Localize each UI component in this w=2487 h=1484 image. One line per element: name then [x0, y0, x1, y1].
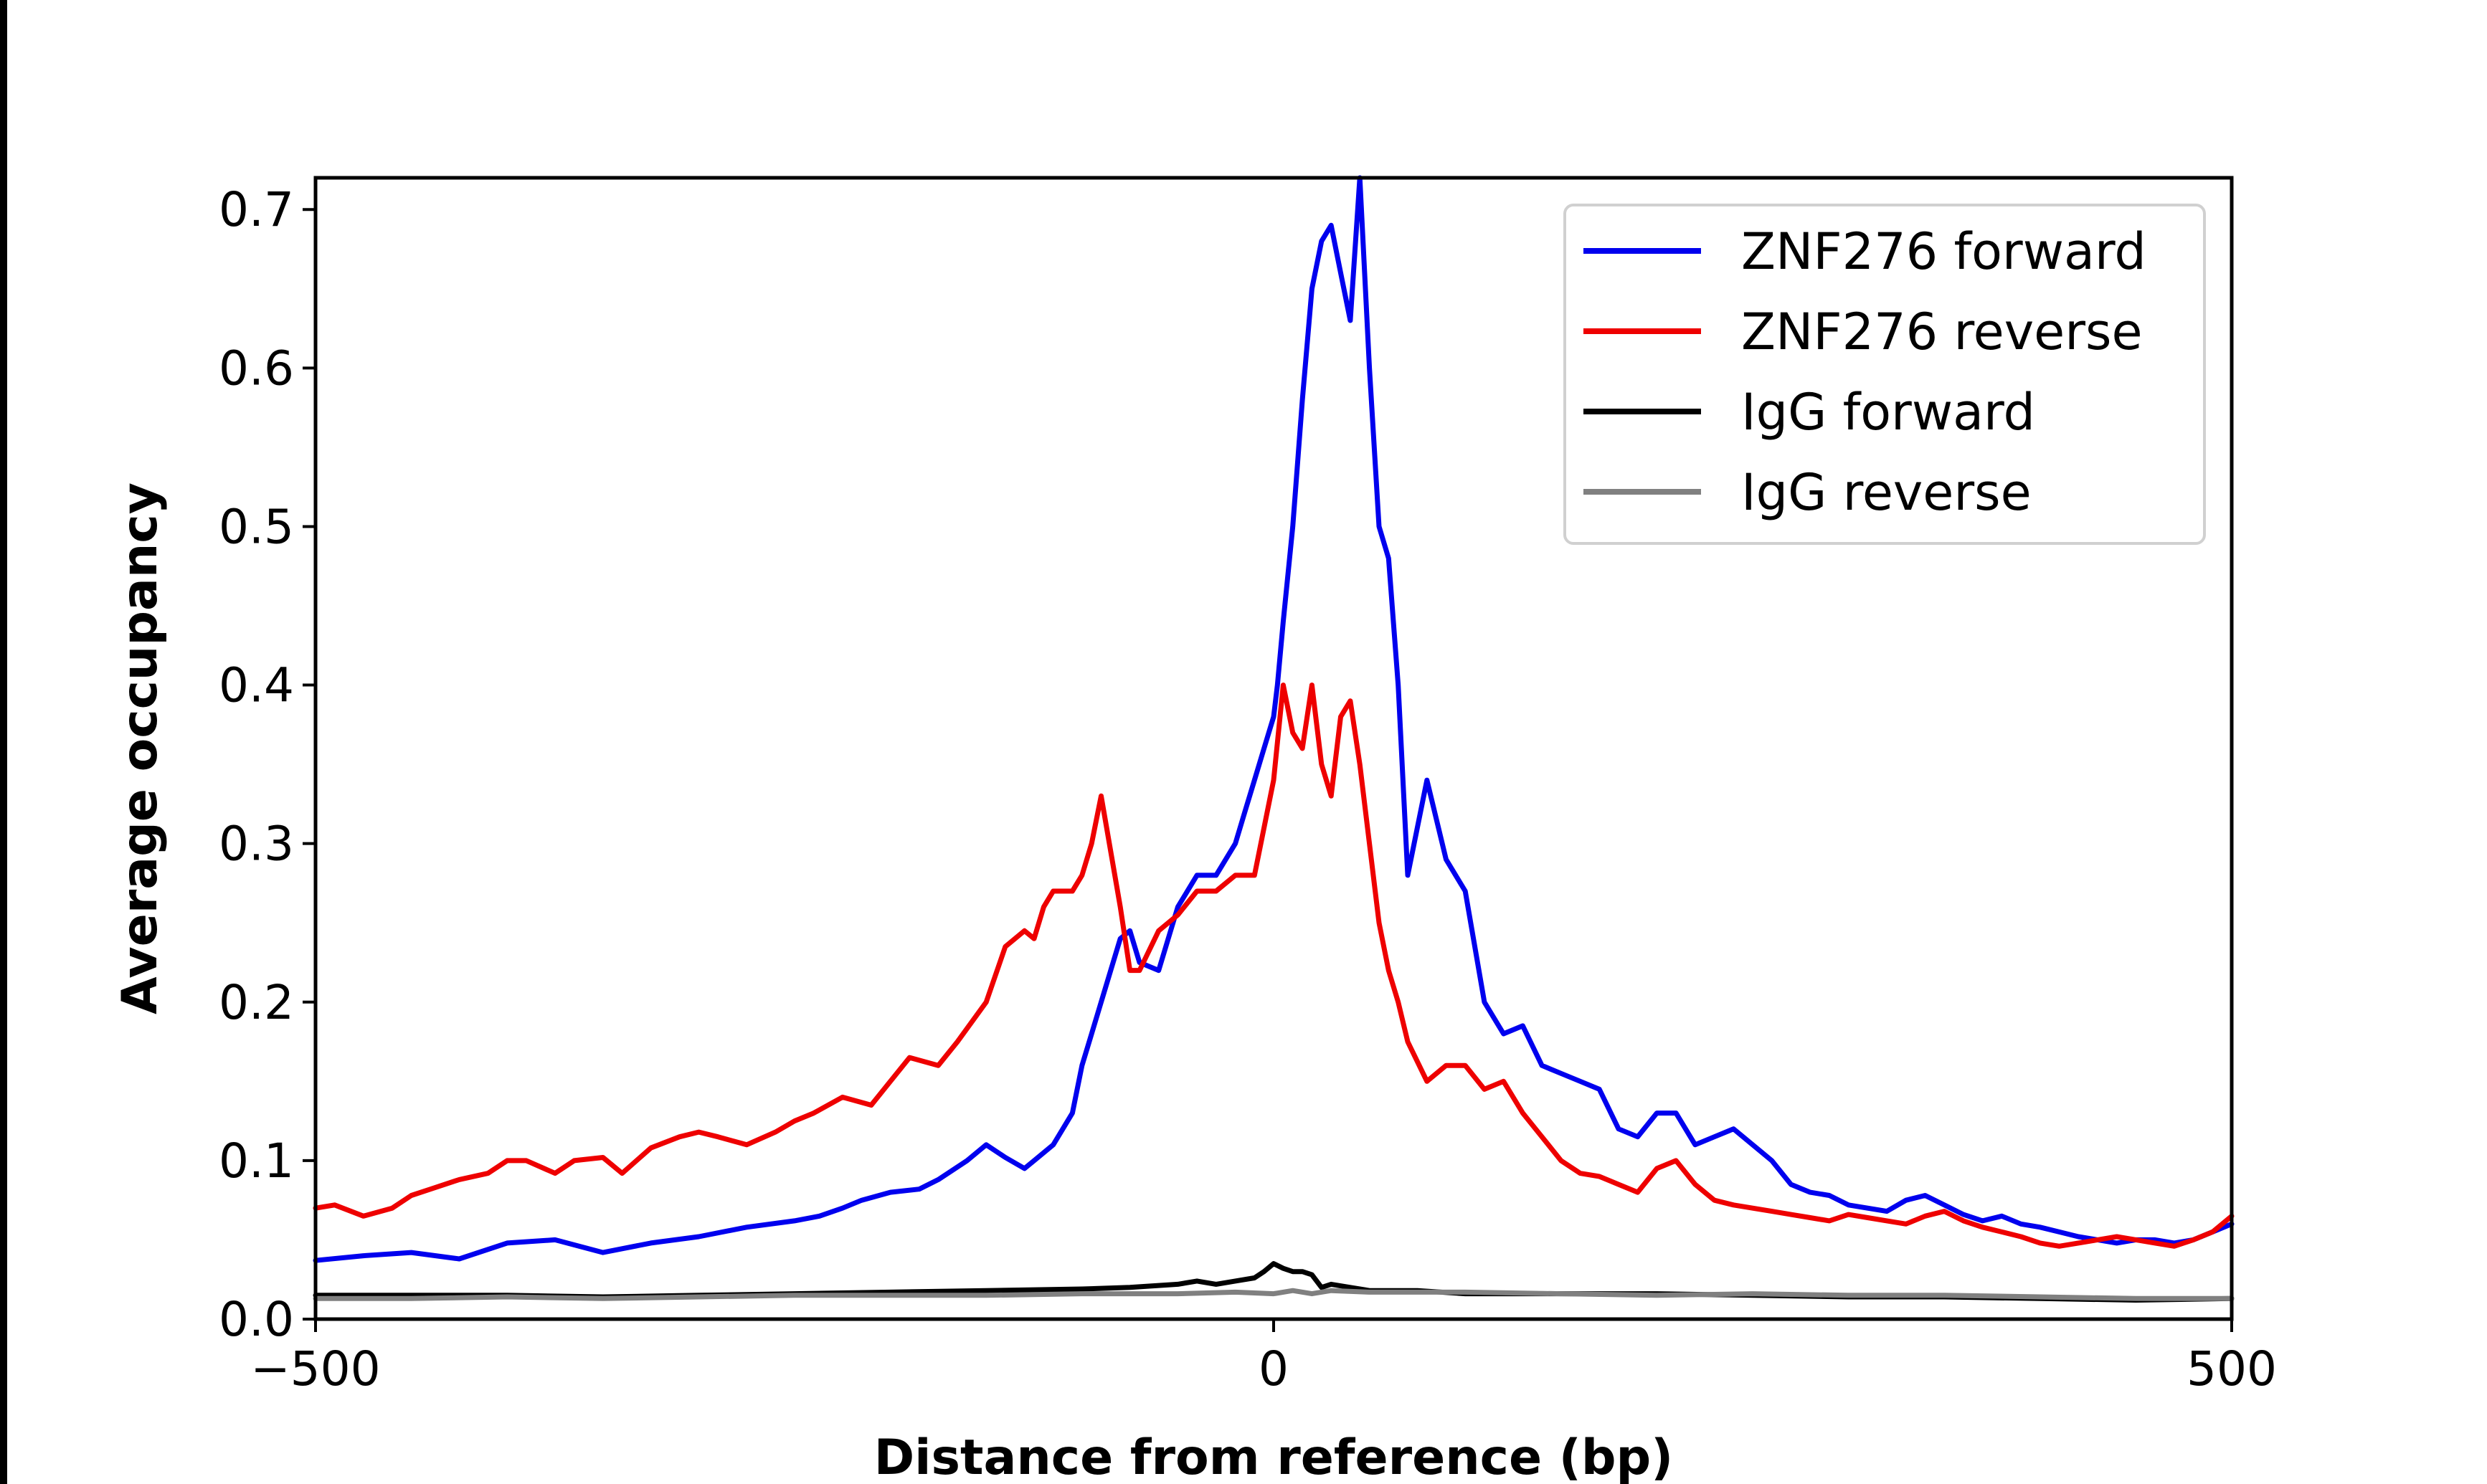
- y-axis-title: Average occupancy: [112, 482, 169, 1014]
- series-line-znf276-forward: [313, 175, 2235, 1263]
- legend: ZNF276 forward ZNF276 reverse IgG forward I…: [1563, 204, 2206, 545]
- x-axis-title: Distance from reference (bp): [874, 1430, 1674, 1484]
- x-tick-label: −500: [250, 1341, 380, 1397]
- legend-label: ZNF276 reverse: [1741, 303, 2143, 361]
- figure-left-border: [0, 0, 7, 1484]
- x-axis: −500 0 500: [250, 1319, 2277, 1397]
- y-tick-label: 0.7: [219, 182, 294, 237]
- y-tick-label: 0.3: [219, 817, 294, 872]
- x-tick-label: 0: [1259, 1341, 1289, 1397]
- y-tick-label: 0.6: [219, 341, 294, 396]
- legend-entries: ZNF276 forward ZNF276 reverse IgG forward I…: [1583, 222, 2146, 522]
- y-tick-label: 0.1: [219, 1133, 294, 1189]
- legend-label: ZNF276 forward: [1741, 222, 2146, 281]
- legend-label: IgG forward: [1741, 383, 2035, 442]
- legend-label: IgG reverse: [1741, 463, 2032, 522]
- legend-box: [1563, 204, 2206, 545]
- y-axis: 0.0 0.1 0.2 0.3 0.4 0.5 0.6 0.7: [219, 182, 316, 1347]
- y-tick-label: 0.5: [219, 499, 294, 554]
- y-tick-label: 0.0: [219, 1292, 294, 1347]
- x-tick-label: 500: [2187, 1341, 2277, 1397]
- series-line-igg-reverse: [313, 1288, 2235, 1301]
- series-line-znf276-reverse: [313, 682, 2235, 1249]
- y-tick-label: 0.2: [219, 975, 294, 1030]
- y-tick-label: 0.4: [219, 658, 294, 713]
- series-layer: [313, 175, 2235, 1303]
